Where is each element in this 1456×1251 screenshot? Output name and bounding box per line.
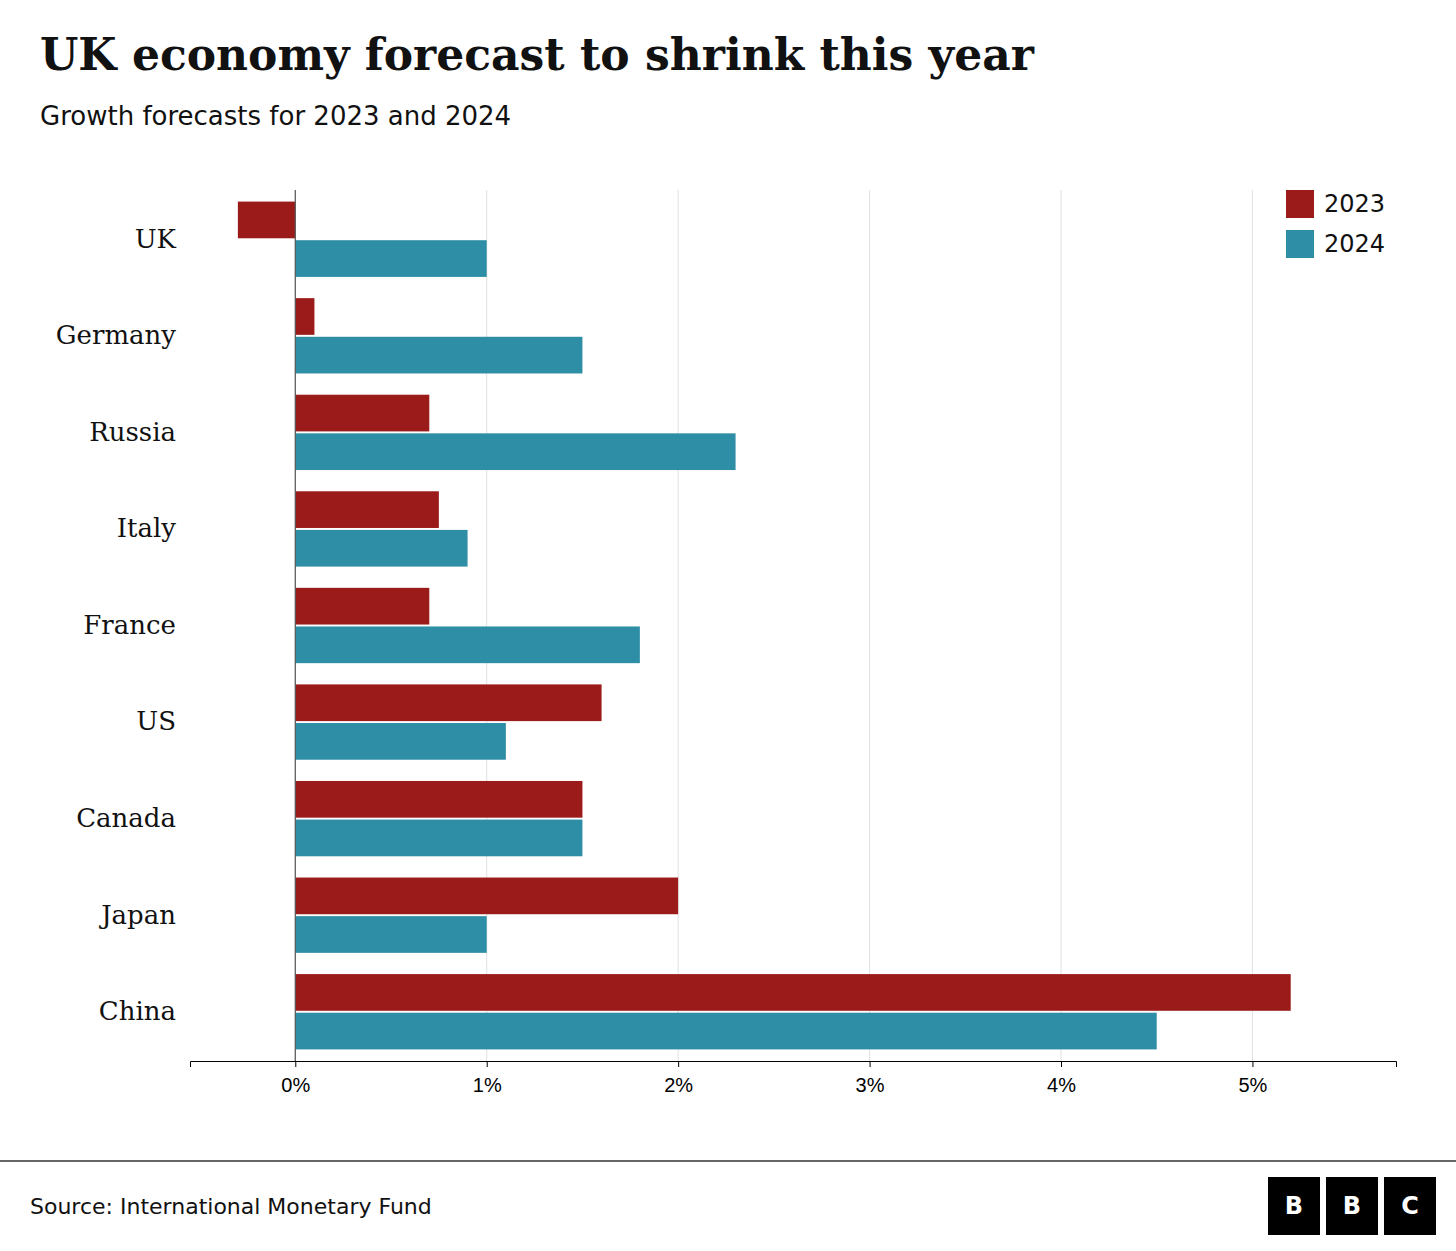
y-tick: Japan <box>98 900 190 930</box>
bar <box>295 395 429 432</box>
grid-line <box>678 190 679 1061</box>
bar <box>295 337 582 374</box>
grid <box>295 190 1252 1061</box>
logo-box <box>1326 1177 1378 1235</box>
chart-container: UK economy forecast to shrink this year G… <box>0 0 1456 1251</box>
x-tick: 3% <box>856 1061 885 1096</box>
grid-line <box>1061 190 1062 1061</box>
x-tick-label: 4% <box>1047 1074 1076 1096</box>
grid-line <box>295 190 296 1061</box>
bars <box>238 190 1291 1061</box>
y-tick: UK <box>135 224 190 254</box>
x-tick-mark <box>678 1061 679 1067</box>
legend-swatch <box>1286 190 1314 218</box>
baseline <box>295 190 296 1061</box>
bar <box>238 202 295 239</box>
footer-rule <box>0 1160 1456 1162</box>
x-tick-mark <box>1252 1061 1253 1067</box>
series <box>295 240 1156 1049</box>
x-tick-mark <box>487 1061 488 1067</box>
x-axis-line <box>191 1062 1397 1068</box>
x-tick-label: 1% <box>473 1074 502 1096</box>
x-tick-mark <box>295 1061 296 1067</box>
y-tick: Germany <box>56 320 190 350</box>
x-tick: 2% <box>664 1061 693 1096</box>
x-tick-label: 5% <box>1238 1074 1267 1096</box>
bar <box>295 626 640 663</box>
y-tick: Russia <box>89 417 190 447</box>
logo-letter: B <box>1285 1192 1303 1220</box>
bar <box>295 974 1290 1011</box>
bar <box>295 240 486 277</box>
x-tick-label: 0% <box>281 1074 310 1096</box>
legend-item: 2024 <box>1286 230 1385 258</box>
x-tick: 0% <box>281 1061 310 1096</box>
bar <box>295 588 429 625</box>
title: UK economy forecast to shrink this year <box>40 29 1035 80</box>
series <box>238 202 1291 1011</box>
bar <box>295 781 582 818</box>
x-tick-label: 2% <box>664 1074 693 1096</box>
subtitle: Growth forecasts for 2023 and 2024 <box>40 101 511 131</box>
y-tick-label: China <box>99 996 176 1026</box>
bar <box>295 684 601 721</box>
y-tick-label: US <box>136 706 176 736</box>
grid-line <box>1252 190 1253 1061</box>
bar <box>295 1013 1156 1050</box>
y-tick-label: Germany <box>56 320 176 350</box>
y-tick: France <box>83 610 190 640</box>
bar <box>295 491 439 528</box>
bar <box>295 433 735 470</box>
logo-box <box>1268 1177 1320 1235</box>
y-tick: Italy <box>117 513 190 543</box>
x-tick: 5% <box>1238 1061 1267 1096</box>
bar <box>295 820 582 857</box>
bar <box>295 530 467 567</box>
grid-line <box>869 190 870 1061</box>
logo-letter: B <box>1343 1192 1361 1220</box>
y-tick-label: Japan <box>98 900 176 930</box>
x-tick-mark <box>870 1061 871 1067</box>
logo-letter: C <box>1401 1192 1419 1220</box>
x-tick-mark <box>1061 1061 1062 1067</box>
legend-label: 2024 <box>1324 230 1385 258</box>
y-tick: Canada <box>76 803 190 833</box>
y-tick: US <box>136 706 190 736</box>
y-tick-label: France <box>83 610 176 640</box>
chart-svg: UK economy forecast to shrink this year G… <box>0 0 1456 1251</box>
legend-swatch <box>1286 230 1314 258</box>
legend-item: 2023 <box>1286 190 1385 218</box>
y-tick: China <box>99 996 190 1026</box>
source: Source: International Monetary Fund <box>30 1194 432 1219</box>
legend-label: 2023 <box>1324 190 1385 218</box>
y-tick-label: Italy <box>117 513 177 543</box>
x-axis: 0% 1% 2% 3% 4% 5% <box>191 1061 1397 1096</box>
y-axis: UK Germany Russia Italy France US Canada Japan C… <box>56 224 190 1027</box>
bar <box>295 298 314 335</box>
x-tick: 1% <box>473 1061 502 1096</box>
bar <box>295 878 678 915</box>
y-tick-label: Canada <box>76 803 176 833</box>
bar <box>295 916 486 953</box>
y-tick-label: Russia <box>89 417 176 447</box>
x-tick: 4% <box>1047 1061 1076 1096</box>
y-tick-label: UK <box>135 224 177 254</box>
x-tick-label: 3% <box>856 1074 885 1096</box>
logo-box <box>1384 1177 1436 1235</box>
bar <box>295 723 506 760</box>
plot: 0% 1% 2% 3% 4% 5% UK Germany Russia Italy France US… <box>56 190 1397 1096</box>
legend: 2023 2024 <box>1286 190 1385 258</box>
logo: BBC <box>1268 1177 1436 1235</box>
